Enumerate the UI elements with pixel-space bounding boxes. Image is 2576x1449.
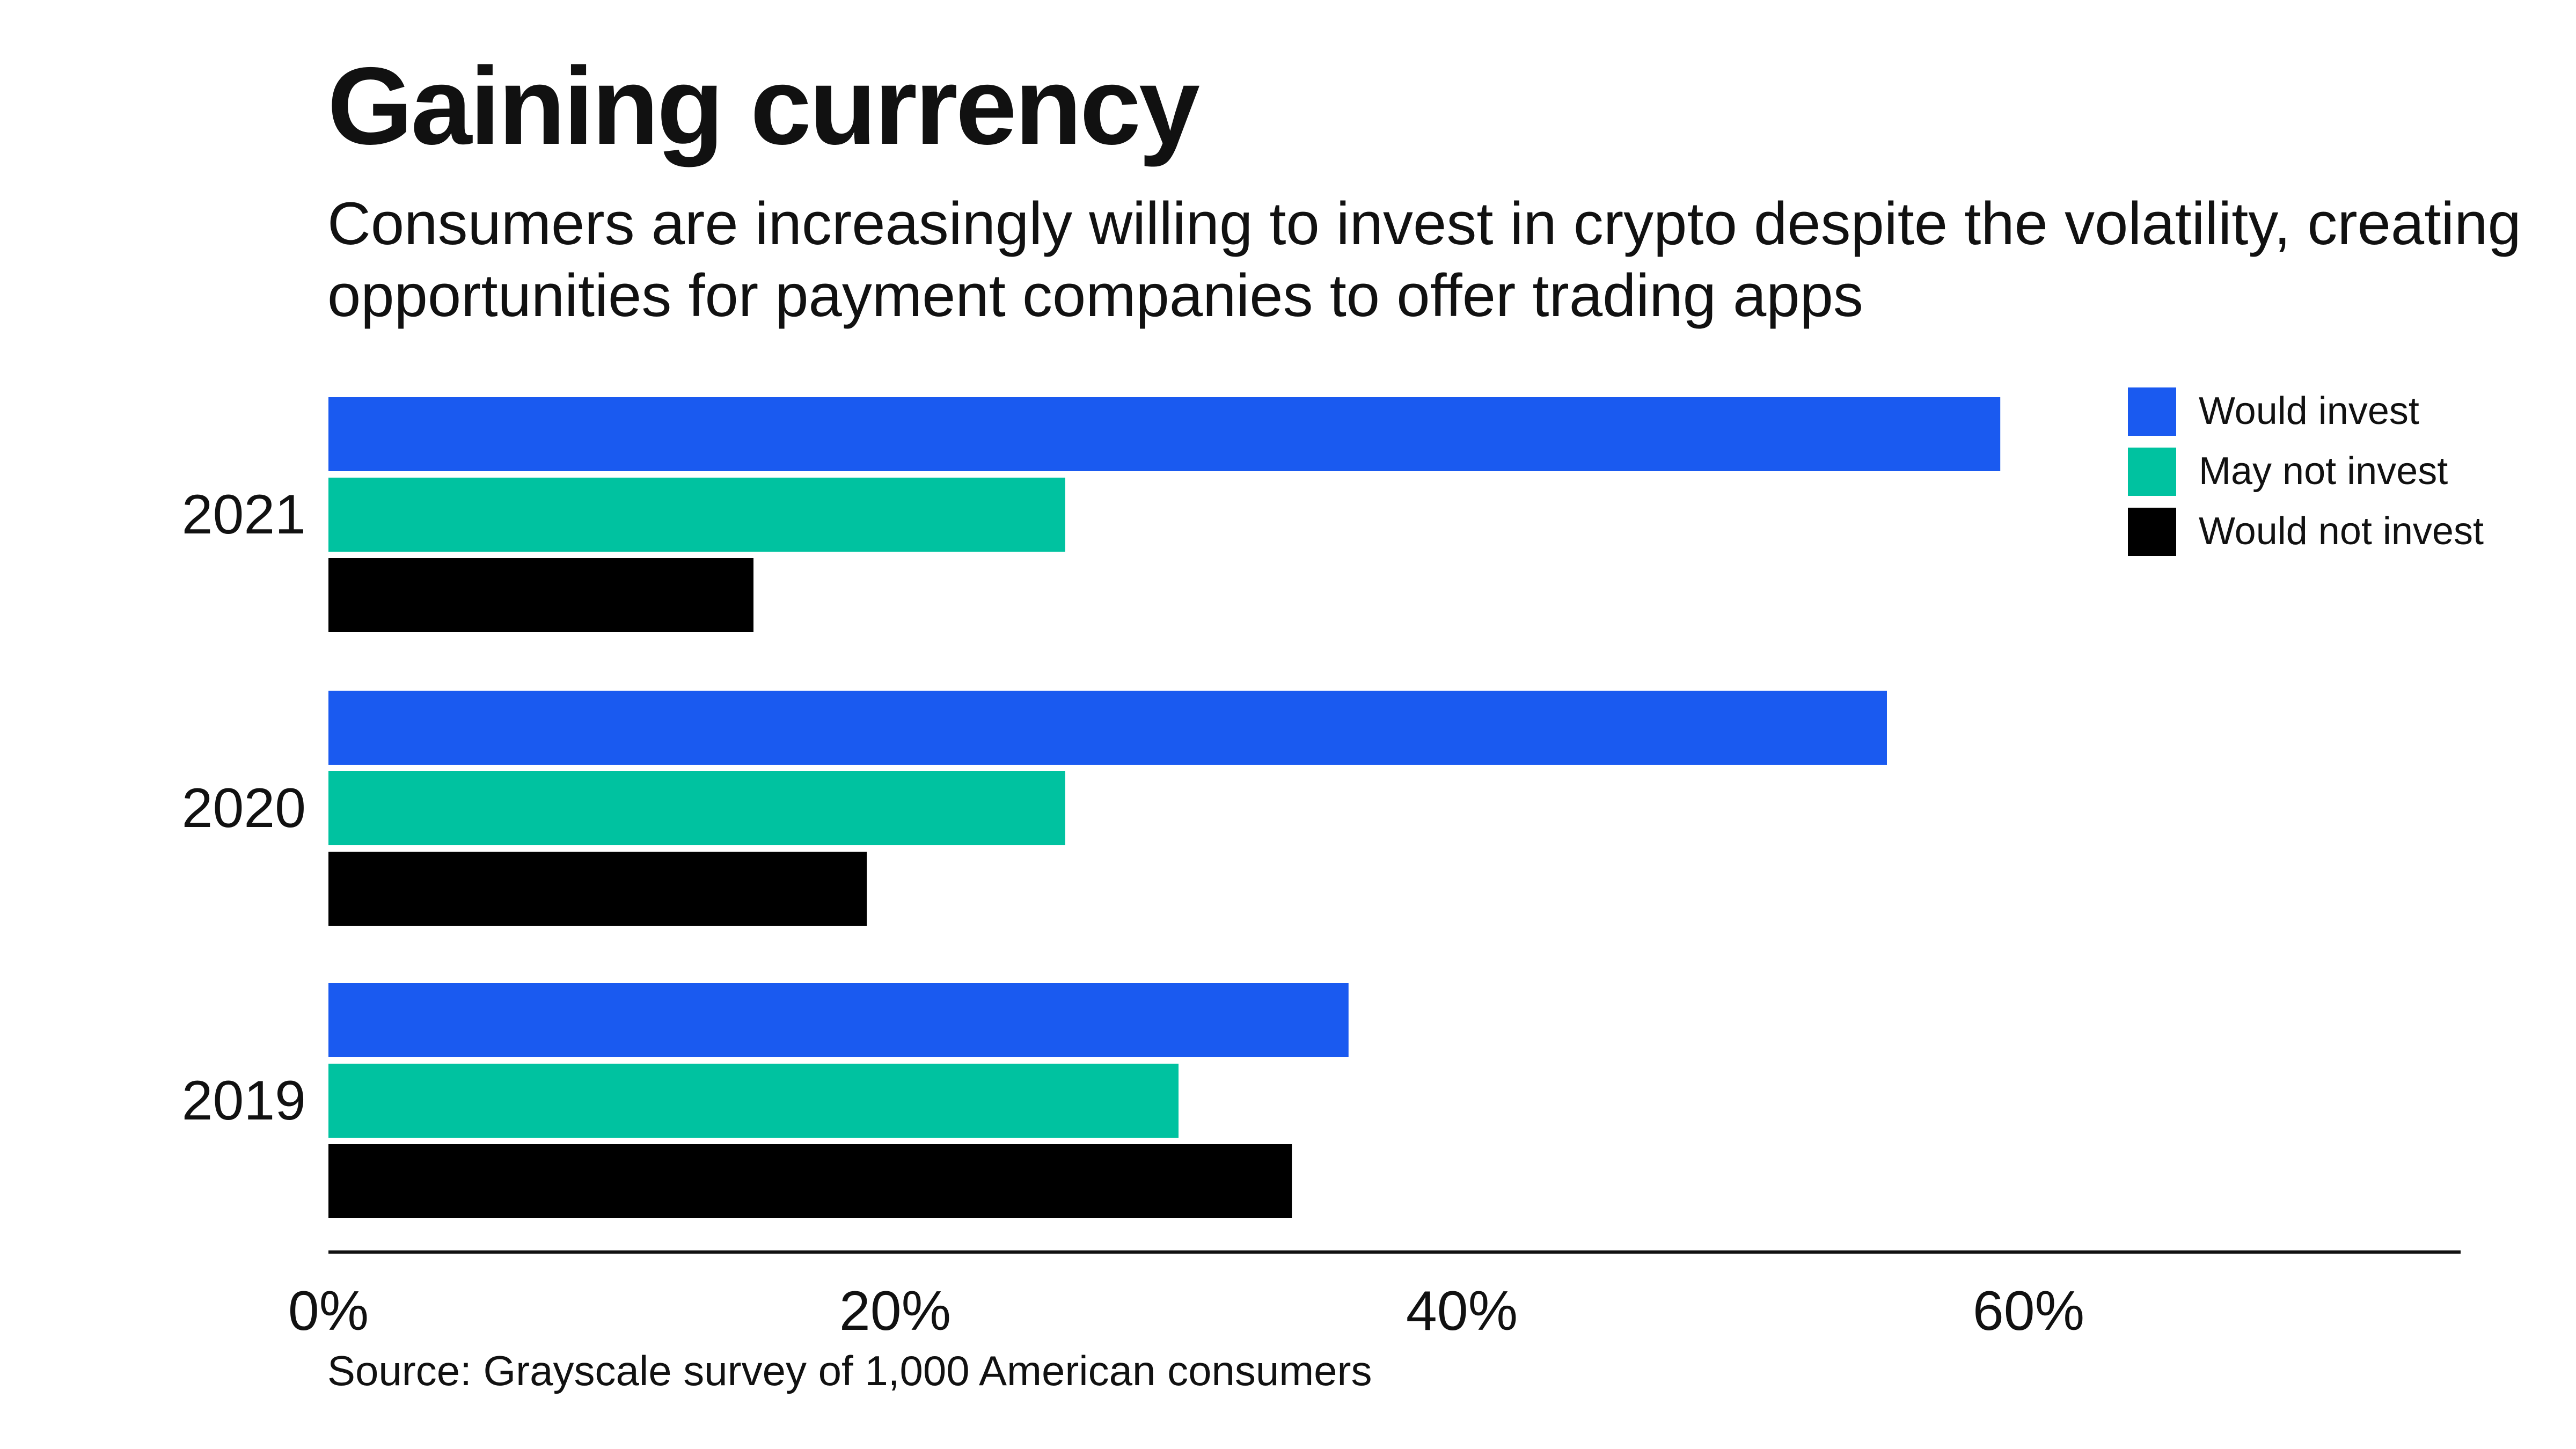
legend-label-may-not-invest: May not invest [2199,450,2448,493]
x-tick-label: 40% [1406,1280,1518,1342]
chart-title: Gaining currency [327,45,1200,167]
x-tick-label: 20% [839,1280,951,1342]
bar-2019-would-invest [328,983,1349,1057]
bar-2021-would-invest [328,397,2001,471]
bar-2021-would-not-invest [328,558,753,632]
legend-swatch-may-not-invest [2128,448,2176,496]
legend-label-would-invest: Would invest [2199,390,2419,433]
category-label-2020: 2020 [182,777,306,839]
bars-group [328,397,2001,1218]
x-tick-label: 60% [1973,1280,2084,1342]
bar-2020-would-invest [328,691,1887,765]
bar-2019-may-not-invest [328,1064,1179,1138]
bar-2020-may-not-invest [328,771,1065,845]
chart-subtitle: Consumers are increasingly willing to in… [327,190,2521,329]
category-labels: 2021 2020 2019 [182,484,306,1132]
category-label-2021: 2021 [182,484,306,546]
source-note: Source: Grayscale survey of 1,000 Americ… [327,1347,1372,1394]
legend-swatch-would-invest [2128,387,2176,436]
bar-2021-may-not-invest [328,478,1065,552]
legend: Would invest May not invest Would not inve… [2128,387,2484,556]
x-axis: 0% 20% 40% 60% [288,1250,2461,1342]
legend-swatch-would-not-invest [2128,508,2176,556]
bar-2020-would-not-invest [328,852,867,926]
bar-2019-would-not-invest [328,1144,1292,1218]
x-tick-label: 0% [288,1280,369,1342]
legend-label-would-not-invest: Would not invest [2199,510,2484,553]
category-label-2019: 2019 [182,1070,306,1132]
